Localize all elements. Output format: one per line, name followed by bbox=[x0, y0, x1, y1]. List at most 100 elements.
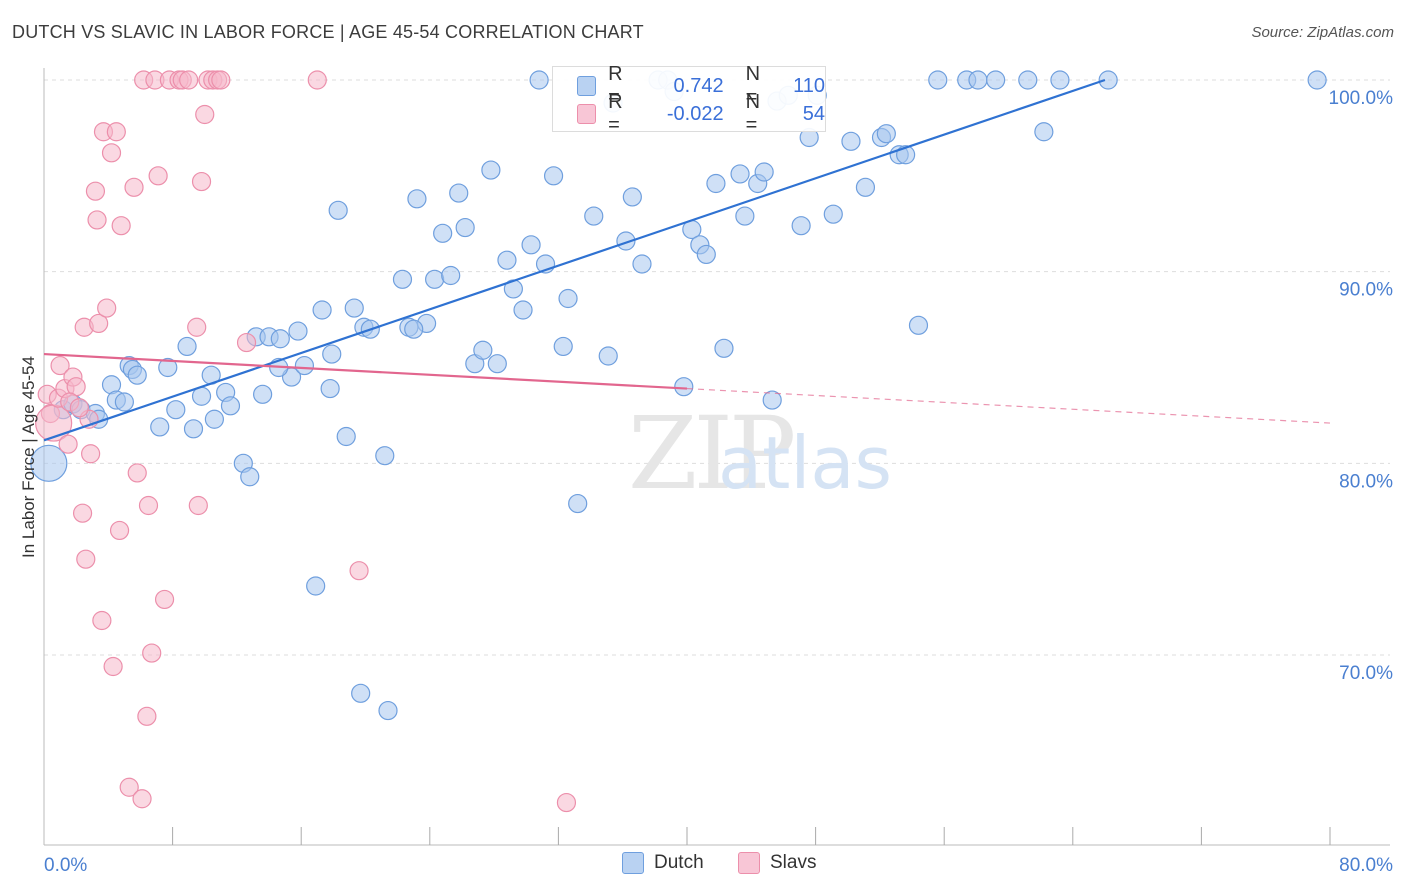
dutch-trend-line bbox=[43, 78, 1106, 442]
slavs-point bbox=[132, 789, 152, 809]
tick-labels: 70.0% 80.0% 90.0% 100.0% 0.0% 80.0% bbox=[44, 88, 1393, 876]
watermark-atlas: atlas bbox=[718, 421, 892, 505]
dutch-point bbox=[407, 189, 427, 209]
slavs-point bbox=[307, 70, 327, 90]
series-legend: Dutch Slavs bbox=[0, 852, 1406, 878]
slavs-trend-line bbox=[43, 352, 688, 390]
slavs-point bbox=[111, 216, 131, 236]
dutch-point bbox=[392, 269, 413, 289]
legend-r-label: R = bbox=[608, 63, 623, 108]
slavs-point bbox=[154, 589, 175, 610]
dutch-point bbox=[529, 70, 549, 90]
dutch-point bbox=[497, 250, 517, 270]
slavs-point bbox=[109, 520, 130, 541]
dutch-point bbox=[1018, 70, 1038, 90]
legend-item-dutch[interactable]: Dutch bbox=[622, 852, 704, 874]
dutch-point bbox=[622, 187, 642, 207]
slavs-point bbox=[106, 122, 126, 142]
correlation-legend: R = 0.742 N = 110 R = -0.022 N = 54 bbox=[552, 63, 826, 136]
dutch-point bbox=[487, 354, 507, 374]
slavs-swatch-icon bbox=[577, 104, 597, 124]
dutch-point bbox=[455, 217, 475, 238]
legend-row-slavs: R = -0.022 N = 54 bbox=[577, 91, 826, 136]
legend-r-value-dutch: 0.742 bbox=[673, 74, 724, 97]
dutch-point bbox=[568, 493, 588, 514]
dutch-point bbox=[404, 319, 424, 339]
dutch-point bbox=[150, 417, 170, 437]
x-tick-label: 0.0% bbox=[44, 855, 87, 876]
y-tick-label: 90.0% bbox=[1339, 280, 1393, 301]
dutch-point bbox=[336, 426, 356, 447]
slavs-point bbox=[103, 656, 123, 677]
dutch-point bbox=[1307, 70, 1327, 90]
slavs-point bbox=[148, 166, 168, 186]
dutch-point bbox=[730, 164, 750, 184]
slavs-point bbox=[195, 104, 215, 125]
dutch-point bbox=[166, 400, 186, 420]
dutch-point bbox=[823, 204, 843, 224]
dutch-point bbox=[30, 444, 68, 482]
dutch-point bbox=[270, 329, 290, 349]
legend-n-label: N = bbox=[745, 63, 761, 108]
dutch-point bbox=[706, 173, 726, 194]
slavs-point bbox=[72, 503, 93, 523]
slavs-point bbox=[349, 561, 369, 581]
slavs-point bbox=[191, 171, 212, 192]
source-label: Source: ZipAtlas.com bbox=[1251, 24, 1394, 41]
dutch-point bbox=[558, 288, 578, 309]
dutch-point bbox=[433, 223, 453, 243]
dutch-point bbox=[714, 338, 734, 358]
legend-n-value-slavs: 54 bbox=[802, 102, 826, 125]
dutch-point bbox=[513, 300, 533, 320]
dutch-point bbox=[791, 216, 811, 236]
dutch-point bbox=[177, 336, 197, 357]
dutch-point bbox=[735, 206, 755, 226]
dutch-point bbox=[841, 131, 861, 151]
dutch-point bbox=[855, 177, 876, 197]
slavs-trend-extension bbox=[686, 387, 1331, 424]
slavs-point bbox=[101, 143, 122, 163]
slavs-point bbox=[211, 70, 231, 90]
dutch-point bbox=[204, 409, 224, 429]
dutch-point bbox=[328, 200, 348, 220]
dutch-point bbox=[1098, 70, 1118, 90]
dutch-point bbox=[1050, 70, 1070, 90]
dutch-point bbox=[584, 206, 604, 226]
slavs-point bbox=[142, 643, 162, 663]
dutch-point bbox=[294, 355, 315, 376]
legend-n-value-dutch: 110 bbox=[793, 74, 826, 97]
dutch-point bbox=[378, 700, 398, 721]
y-tick-label: 100.0% bbox=[1329, 88, 1394, 109]
dutch-point bbox=[598, 346, 618, 366]
slavs-point bbox=[87, 210, 107, 230]
dutch-point bbox=[425, 269, 445, 289]
dutch-point bbox=[306, 576, 326, 596]
slavs-point bbox=[58, 434, 78, 454]
dutch-point bbox=[553, 336, 573, 357]
y-axis-label: In Labor Force | Age 45-54 bbox=[19, 356, 38, 558]
dutch-point bbox=[449, 183, 469, 203]
dutch-point bbox=[521, 235, 541, 255]
dutch-point bbox=[351, 683, 371, 703]
dutch-point bbox=[127, 365, 147, 385]
y-tick-label: 70.0% bbox=[1339, 663, 1393, 684]
slavs-point bbox=[124, 177, 144, 197]
dutch-point bbox=[158, 357, 178, 378]
trend-lines bbox=[43, 78, 1331, 442]
dutch-point bbox=[696, 244, 716, 265]
legend-r-value-slavs: -0.022 bbox=[666, 102, 724, 125]
dutch-point bbox=[632, 254, 652, 274]
dutch-point bbox=[481, 160, 501, 180]
slavs-point bbox=[69, 398, 89, 418]
dutch-point bbox=[754, 162, 774, 182]
slavs-point bbox=[127, 463, 147, 483]
slavs-point bbox=[97, 298, 117, 318]
legend-r-label: R = bbox=[608, 91, 623, 136]
legend-item-slavs[interactable]: Slavs bbox=[738, 852, 816, 874]
slavs-point bbox=[137, 706, 157, 726]
dutch-point bbox=[320, 378, 340, 399]
slavs-point bbox=[556, 792, 577, 813]
dutch-point bbox=[322, 344, 342, 364]
dutch-point bbox=[473, 340, 493, 360]
